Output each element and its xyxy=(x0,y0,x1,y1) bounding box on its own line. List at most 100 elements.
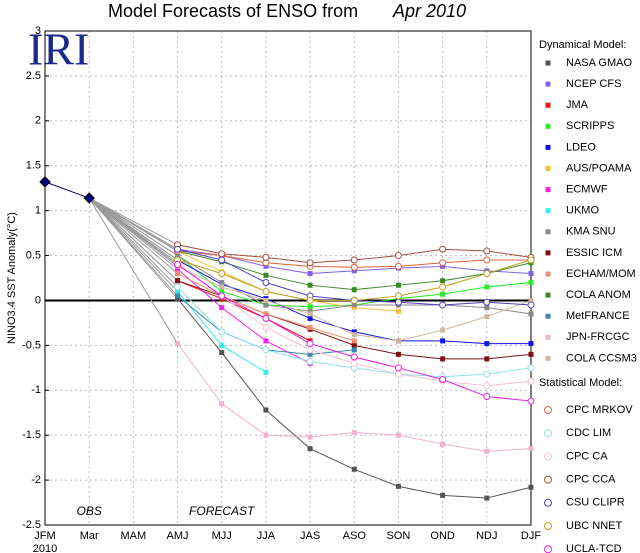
marker xyxy=(351,287,357,293)
legend-heading: Dynamical Model: xyxy=(539,39,626,51)
marker xyxy=(483,298,491,306)
legend-marker xyxy=(544,475,552,484)
marker xyxy=(175,253,181,259)
marker xyxy=(527,301,535,309)
legend-label: KMA SNU xyxy=(566,226,616,238)
x-tick-label: ASO xyxy=(343,530,367,542)
marker xyxy=(395,282,401,288)
marker xyxy=(262,323,270,331)
legend-marker xyxy=(544,498,552,507)
y-tick-label: -2 xyxy=(31,474,41,486)
connector xyxy=(88,197,178,246)
marker xyxy=(263,432,269,438)
marker xyxy=(174,261,182,269)
legend-label: LDEO xyxy=(566,141,596,153)
marker xyxy=(351,347,357,353)
legend-label: CSU CLIPR xyxy=(566,497,625,509)
marker xyxy=(351,332,357,338)
marker xyxy=(174,283,182,291)
legend-marker xyxy=(545,229,551,235)
marker xyxy=(484,495,490,501)
annotation: OBS xyxy=(77,504,102,518)
marker xyxy=(394,252,402,260)
chart-title-date: Apr 2010 xyxy=(392,1,466,21)
marker xyxy=(484,448,490,454)
marker xyxy=(263,369,269,375)
legend-label: COLA ANOM xyxy=(566,289,631,301)
marker xyxy=(219,288,225,294)
marker xyxy=(39,176,51,188)
marker xyxy=(440,278,446,284)
marker xyxy=(528,484,534,490)
marker xyxy=(528,311,534,317)
legend-heading: Statistical Model: xyxy=(539,377,622,389)
marker xyxy=(218,270,226,278)
marker xyxy=(175,288,181,294)
marker xyxy=(262,278,270,286)
marker xyxy=(395,338,401,344)
marker xyxy=(484,341,490,347)
legend-label: COLA CCSM3 xyxy=(566,352,637,364)
marker xyxy=(439,245,447,253)
marker xyxy=(219,305,225,311)
logo: IRI xyxy=(28,24,89,75)
connector xyxy=(88,197,178,292)
marker xyxy=(439,283,447,291)
y-tick-label: 3 xyxy=(35,25,41,37)
marker xyxy=(262,287,270,295)
marker xyxy=(484,314,490,320)
x-tick-label: MAM xyxy=(121,530,147,542)
legend-label: NASA GMAO xyxy=(566,57,632,69)
marker xyxy=(527,397,535,405)
marker xyxy=(307,271,313,277)
marker xyxy=(439,301,447,309)
connector xyxy=(88,197,178,288)
marker xyxy=(440,291,446,297)
marker xyxy=(262,314,270,322)
marker xyxy=(394,370,402,378)
marker xyxy=(263,272,269,278)
marker xyxy=(351,268,357,274)
legend-label: UKMO xyxy=(566,205,599,217)
marker xyxy=(440,441,446,447)
marker xyxy=(394,364,402,372)
legend-label: ECHAM/MOM xyxy=(566,268,636,280)
marker xyxy=(351,342,357,348)
series-line xyxy=(44,181,90,199)
y-tick-label: 2.5 xyxy=(26,70,41,82)
marker xyxy=(307,324,313,330)
x-tick-label: NDJ xyxy=(476,530,497,542)
marker xyxy=(484,305,490,311)
y-tick-label: -1 xyxy=(31,384,41,396)
marker xyxy=(527,364,535,372)
marker xyxy=(439,375,447,383)
legend-marker xyxy=(545,334,551,340)
marker xyxy=(351,305,357,311)
legend-label: CPC MRKOV xyxy=(566,404,633,416)
connector xyxy=(88,197,178,282)
marker xyxy=(483,270,491,278)
connector xyxy=(88,197,178,250)
marker xyxy=(306,340,314,348)
marker xyxy=(175,271,181,277)
marker xyxy=(262,253,270,261)
marker xyxy=(440,356,446,362)
marker xyxy=(307,304,313,310)
legend-label: NCEP CFS xyxy=(566,78,621,90)
legend-label: ESSIC ICM xyxy=(566,247,622,259)
marker xyxy=(351,329,357,335)
y-tick-label: 1.5 xyxy=(26,160,41,172)
marker xyxy=(351,302,357,308)
marker xyxy=(440,263,446,269)
marker xyxy=(483,382,491,390)
marker xyxy=(394,262,402,270)
marker xyxy=(218,256,226,264)
legend-label: ECMWF xyxy=(566,184,608,196)
marker xyxy=(307,446,313,452)
marker xyxy=(484,284,490,290)
legend-marker xyxy=(545,60,551,66)
marker xyxy=(440,492,446,498)
y-tick-label: -0.5 xyxy=(22,339,41,351)
marker xyxy=(175,293,181,299)
x-tick-label: JJA xyxy=(257,530,276,542)
